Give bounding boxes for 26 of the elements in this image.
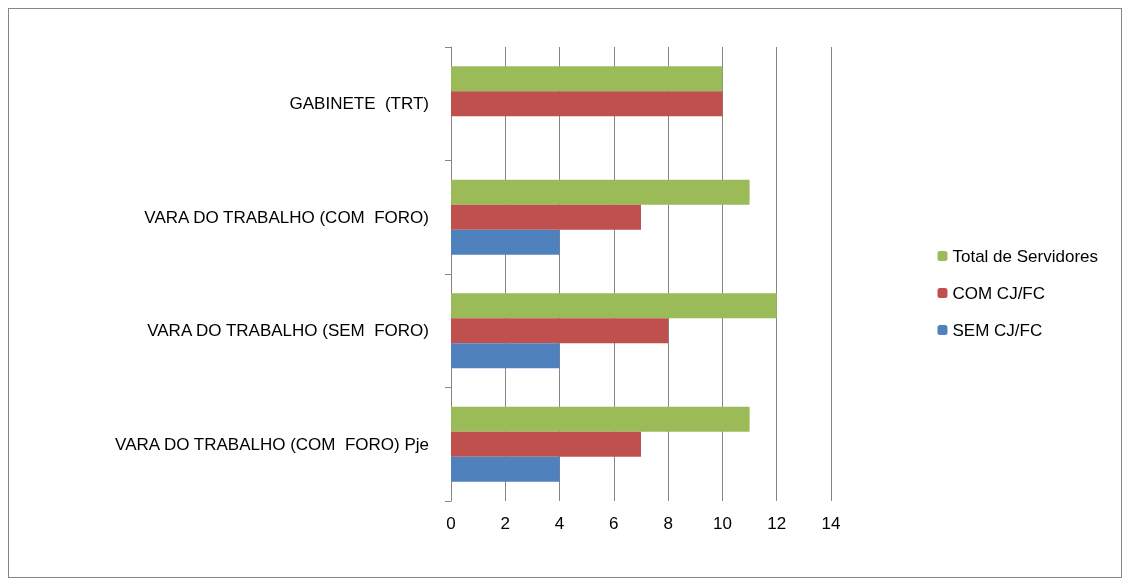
x-tick-label: 10 — [712, 514, 732, 533]
bar — [451, 456, 560, 482]
x-tick-label: 6 — [609, 514, 619, 533]
bar — [451, 431, 641, 457]
bar — [451, 229, 560, 255]
bar — [451, 66, 723, 92]
x-tick-label: 12 — [767, 514, 787, 533]
bar — [451, 91, 723, 117]
bar — [451, 318, 669, 344]
bar — [451, 343, 560, 369]
legend-label: COM CJ/FC — [952, 283, 1046, 303]
bar — [451, 406, 750, 432]
x-tick-label: 14 — [821, 514, 841, 533]
y-tick-label: VARA DO TRABALHO (COM FORO) Pje — [115, 434, 429, 454]
legend-label: Total de Servidores — [952, 246, 1099, 266]
bar — [451, 293, 777, 319]
x-tick-label: 2 — [500, 514, 511, 533]
legend-label: SEM CJ/FC — [952, 320, 1043, 340]
bar — [451, 179, 750, 205]
y-tick-label: GABINETE (TRT) — [289, 94, 429, 114]
x-tick-label: 8 — [663, 514, 673, 533]
y-tick-label: VARA DO TRABALHO (COM FORO) — [144, 207, 429, 227]
y-tick-label: VARA DO TRABALHO (SEM FORO) — [147, 321, 429, 341]
x-tick-label: 4 — [554, 514, 565, 533]
x-tick-label: 0 — [446, 514, 456, 533]
bar — [451, 204, 641, 230]
